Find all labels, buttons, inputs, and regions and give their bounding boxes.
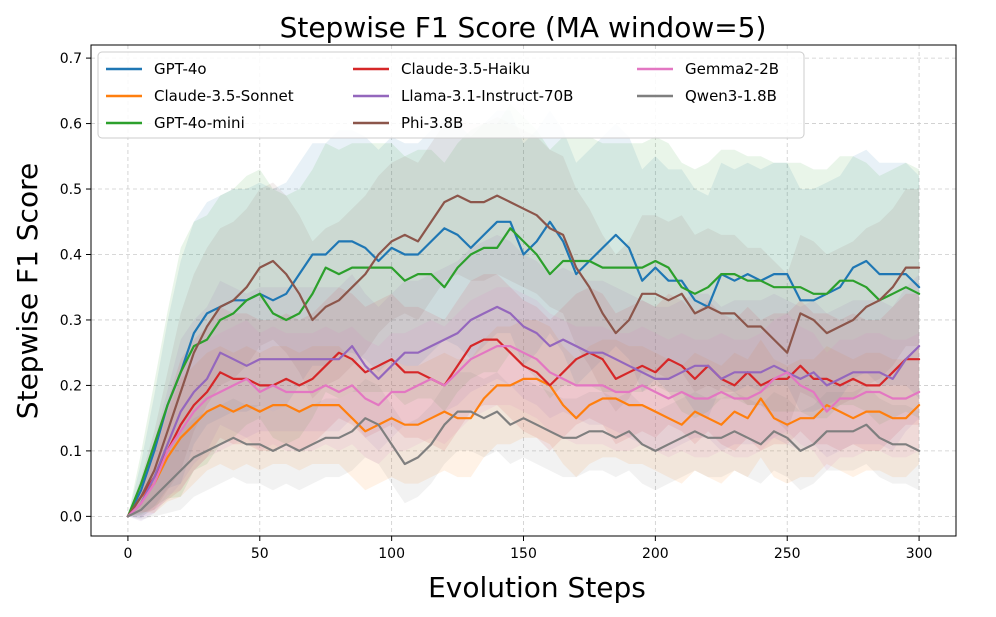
y-tick-label: 0.7 (60, 51, 82, 67)
band-Claude-3.5-Haiku (127, 274, 920, 517)
legend-label: Gemma2-2B (685, 60, 779, 78)
band-GPT-4o (127, 110, 920, 518)
y-axis-label: Stepwise F1 Score (11, 163, 44, 419)
y-tick-label: 0.5 (60, 182, 82, 198)
series-line-Claude-3.5-Haiku (126, 338, 921, 518)
x-axis-ticks: 0 50 100 150 200 250 300 (123, 536, 932, 562)
grid (91, 45, 956, 536)
legend-label: Claude-3.5-Sonnet (154, 87, 294, 105)
series-line-Gemma2-2B (126, 345, 921, 518)
legend: GPT-4o Claude-3.5-Sonnet GPT-4o-mini Claude… (97, 51, 805, 139)
band-Phi-3.8B (127, 117, 920, 517)
chart-title: Stepwise F1 Score (MA window=5) (280, 11, 767, 44)
x-tick-label: 250 (774, 546, 801, 562)
x-tick-label: 200 (642, 546, 669, 562)
series-line-GPT-4o-mini (126, 227, 921, 518)
y-tick-label: 0.0 (60, 509, 82, 525)
series-lines (126, 194, 921, 518)
y-axis-ticks: 0.0 0.1 0.2 0.3 0.4 0.5 0.6 0.7 (60, 51, 91, 525)
x-tick-label: 100 (378, 546, 405, 562)
y-tick-label: 0.1 (60, 444, 82, 460)
x-tick-label: 50 (251, 546, 269, 562)
legend-label: GPT-4o-mini (154, 114, 245, 132)
x-axis-label: Evolution Steps (428, 571, 646, 604)
legend-label: Llama-3.1-Instruct-70B (401, 87, 573, 105)
x-tick-label: 0 (123, 546, 132, 562)
band-GPT-4o-mini (127, 103, 920, 517)
band-Gemma2-2B (127, 287, 920, 518)
series-line-Phi-3.8B (126, 194, 921, 518)
legend-label: Phi-3.8B (401, 114, 463, 132)
y-tick-label: 0.3 (60, 313, 82, 329)
legend-label: Qwen3-1.8B (685, 87, 777, 105)
x-tick-label: 150 (510, 546, 537, 562)
y-tick-label: 0.4 (60, 247, 82, 263)
band-Qwen3-1.8B (127, 372, 920, 520)
legend-box (97, 51, 805, 139)
y-tick-label: 0.2 (60, 378, 82, 394)
legend-label: GPT-4o (154, 60, 207, 78)
series-line-Qwen3-1.8B (126, 410, 921, 518)
legend-label: Claude-3.5-Haiku (401, 60, 530, 78)
series-line-Claude-3.5-Sonnet (126, 377, 921, 518)
x-tick-label: 300 (906, 546, 933, 562)
y-tick-label: 0.6 (60, 117, 82, 133)
